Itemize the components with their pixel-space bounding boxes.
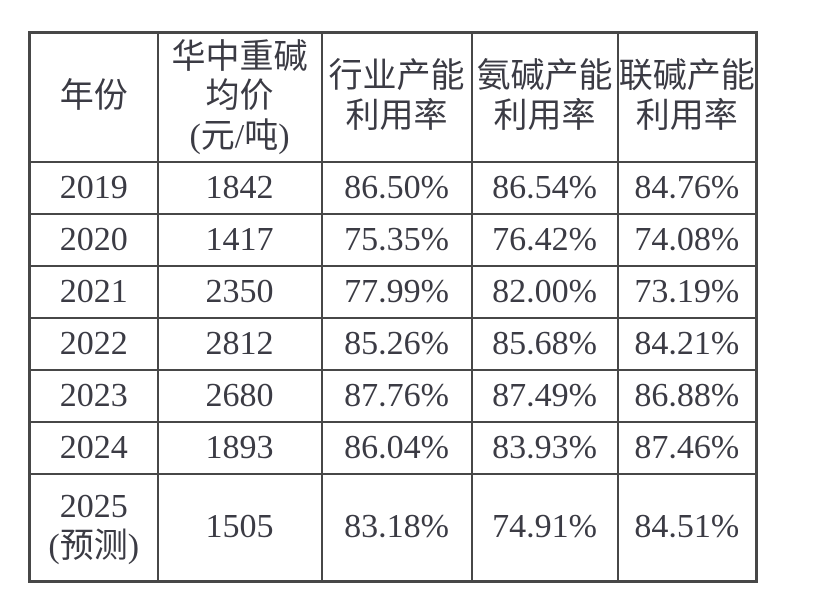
ammonia-soda-utilization-cell: 87.49% (470, 368, 619, 423)
industry-utilization-cell: 87.76% (320, 368, 473, 423)
industry-utilization-cell: 86.50% (320, 160, 473, 215)
industry-utilization-cell: 85.26% (320, 316, 473, 371)
combined-soda-utilization-cell: 87.46% (616, 420, 758, 475)
avg-price-cell: 1842 (156, 160, 323, 215)
avg-price-cell: 2350 (156, 264, 323, 319)
column-header-ammonia-soda-utilization: 氨碱产能 利用率 (470, 31, 619, 163)
year-cell: 2024 (28, 420, 159, 475)
table-row-2025-forecast: 2025 (预测) 1505 83.18% 74.91% 84.51% (28, 472, 758, 583)
year-cell: 2022 (28, 316, 159, 371)
combined-soda-utilization-cell: 84.51% (616, 472, 758, 583)
ammonia-soda-utilization-cell: 86.54% (470, 160, 619, 215)
table-row-2024: 2024 1893 86.04% 83.93% 87.46% (28, 420, 758, 475)
combined-soda-utilization-cell: 73.19% (616, 264, 758, 319)
avg-price-cell: 2812 (156, 316, 323, 371)
ammonia-soda-utilization-cell: 76.42% (470, 212, 619, 267)
table-row-2021: 2021 2350 77.99% 82.00% 73.19% (28, 264, 758, 319)
table-row-2023: 2023 2680 87.76% 87.49% 86.88% (28, 368, 758, 423)
industry-utilization-cell: 83.18% (320, 472, 473, 583)
industry-utilization-cell: 86.04% (320, 420, 473, 475)
combined-soda-utilization-cell: 84.76% (616, 160, 758, 215)
year-cell: 2021 (28, 264, 159, 319)
column-header-avg-price: 华中重碱 均价 (元/吨) (156, 31, 323, 163)
soda-ash-data-table: 年份 华中重碱 均价 (元/吨) 行业产能 利用率 氨碱产能 利用率 联碱产能 … (28, 31, 758, 583)
year-cell: 2019 (28, 160, 159, 215)
combined-soda-utilization-cell: 84.21% (616, 316, 758, 371)
column-header-combined-soda-utilization: 联碱产能 利用率 (616, 31, 758, 163)
table-container: 年份 华中重碱 均价 (元/吨) 行业产能 利用率 氨碱产能 利用率 联碱产能 … (28, 31, 758, 583)
avg-price-cell: 1505 (156, 472, 323, 583)
year-cell: 2025 (预测) (28, 472, 159, 583)
combined-soda-utilization-cell: 86.88% (616, 368, 758, 423)
ammonia-soda-utilization-cell: 82.00% (470, 264, 619, 319)
industry-utilization-cell: 75.35% (320, 212, 473, 267)
column-header-industry-utilization: 行业产能 利用率 (320, 31, 473, 163)
ammonia-soda-utilization-cell: 83.93% (470, 420, 619, 475)
industry-utilization-cell: 77.99% (320, 264, 473, 319)
table-row-2020: 2020 1417 75.35% 76.42% 74.08% (28, 212, 758, 267)
year-cell: 2023 (28, 368, 159, 423)
avg-price-cell: 1417 (156, 212, 323, 267)
ammonia-soda-utilization-cell: 85.68% (470, 316, 619, 371)
avg-price-cell: 1893 (156, 420, 323, 475)
year-cell: 2020 (28, 212, 159, 267)
table-row-2022: 2022 2812 85.26% 85.68% 84.21% (28, 316, 758, 371)
column-header-year: 年份 (28, 31, 159, 163)
avg-price-cell: 2680 (156, 368, 323, 423)
table-row-2019: 2019 1842 86.50% 86.54% 84.76% (28, 160, 758, 215)
ammonia-soda-utilization-cell: 74.91% (470, 472, 619, 583)
combined-soda-utilization-cell: 74.08% (616, 212, 758, 267)
header-row: 年份 华中重碱 均价 (元/吨) 行业产能 利用率 氨碱产能 利用率 联碱产能 … (28, 31, 758, 163)
